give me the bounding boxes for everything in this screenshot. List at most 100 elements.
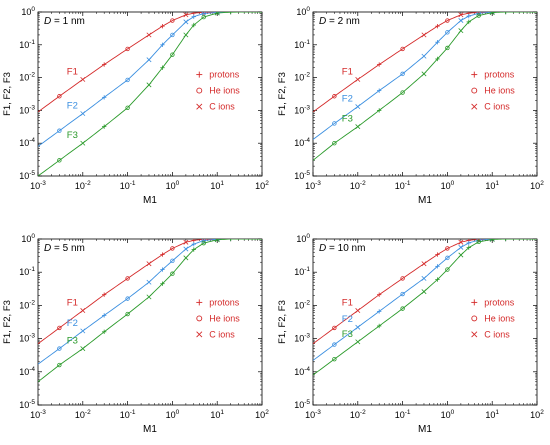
data-point-F3 [400,306,405,311]
data-point-F1 [183,239,189,245]
data-point-F2 [101,313,107,318]
y-tick-label: 10-4 [19,366,35,377]
cross-marker [146,279,152,285]
data-point-F3 [201,14,206,20]
series-label-F3: F3 [67,130,78,141]
legend-circle-icon [471,315,478,322]
cross-marker [458,12,464,18]
cross-marker [355,324,361,330]
data-point-F3 [101,124,107,129]
cross-marker [183,12,189,18]
cross-marker [489,239,494,242]
x-tick-label: 100 [166,409,180,420]
legend-entry-1: He ions [471,86,515,96]
legend-label: protons [484,297,515,307]
panel-2: 10-3 10-2 10-1 100 101 102 10-5 10-4 10-3 10-2 10-… [277,6,544,206]
legend-circle-icon [471,87,478,94]
panel-1: 10-3 10-2 10-1 100 101 102 10-5 10-4 10-3 10-2 10-… [2,6,269,206]
cross-marker [355,339,361,345]
data-point-F1 [101,292,107,297]
series-label-F1: F1 [67,66,78,77]
data-point-F3 [445,45,450,51]
data-point-F3 [170,271,175,276]
cross-marker [421,261,427,267]
data-point-F2 [146,57,152,63]
data-point-F3 [214,12,220,16]
data-point-F1 [57,94,62,99]
cross-marker [355,76,361,82]
data-point-F1 [332,325,337,331]
plot-frame [37,11,263,177]
data-point-F1 [421,261,427,267]
y-axis-label: F1, F2, F3 [2,300,13,344]
series-label-F2: F2 [342,94,353,105]
y-axis-label: F1, F2, F3 [277,300,288,344]
circle-marker [476,12,481,16]
y-tick-label: 10-3 [294,333,310,344]
panel-label: D = 10 nm [319,243,365,254]
series-line-F3 [313,239,537,376]
data-point-F2 [57,346,62,351]
series-line-F3 [38,239,262,383]
legend-entry-2: C ions [196,329,235,339]
curves [38,12,262,176]
x-tick-label: 10-3 [305,409,321,420]
y-tick-label: 10-4 [294,366,310,377]
data-point-F3 [191,22,196,28]
x-tick-label: 101 [485,180,499,191]
panel-label: D = 1 nm [44,16,85,27]
data-point-F1 [445,246,450,251]
cross-marker [458,244,464,250]
panel-label: D = 5 nm [44,243,85,254]
x-axis-label: M1 [143,195,157,206]
y-tick-label: 100 [21,6,35,17]
data-point-F3 [466,19,471,25]
data-point-F3 [183,32,189,38]
data-point-F3 [201,240,206,246]
data-point-F2 [458,244,464,250]
data-point-F3 [332,140,337,146]
data-point-F3 [160,65,165,70]
panel-label-value: = 10 nm [326,243,365,254]
cross-marker [80,111,86,117]
series-label-F2: F2 [67,318,78,329]
panel-label-value: = 5 nm [51,243,85,254]
data-point-F3 [421,289,427,295]
cross-marker [214,12,219,16]
data-point-F2 [400,291,405,297]
cross-marker [355,104,361,110]
circle-marker [332,94,337,99]
data-point-F2 [435,264,440,269]
circle-marker [57,128,62,133]
data-point-F2 [183,19,189,25]
curves [38,239,262,383]
data-point-F2 [160,267,165,272]
x-tick-label: 10-3 [30,409,46,420]
circle-marker [445,30,450,35]
curves [313,12,537,161]
panel-label-variable: D [319,16,326,27]
circle-marker [170,258,175,264]
data-point-F2 [445,30,450,35]
series-label-F1: F1 [342,66,353,77]
circle-marker [445,255,450,261]
y-tick-label: 10-2 [294,299,310,310]
data-point-F2 [125,296,130,301]
circle-marker [476,13,481,18]
circle-marker [125,296,130,301]
panel-label-value: = 1 nm [51,16,85,27]
circle-marker [445,267,450,272]
y-tick-label: 10-3 [19,333,35,344]
data-point-F3 [458,252,464,258]
legend-cross-icon [471,331,478,338]
legend-entry-0: protons [196,297,240,307]
data-point-F1 [125,276,130,281]
data-point-F1 [101,62,107,67]
circle-marker [332,121,337,126]
data-point-F2 [183,246,189,252]
legend-entry-0: protons [196,70,240,80]
data-point-F3 [146,82,152,88]
data-point-F2 [421,53,427,59]
data-point-F1 [355,76,361,82]
data-point-F2 [458,18,464,23]
